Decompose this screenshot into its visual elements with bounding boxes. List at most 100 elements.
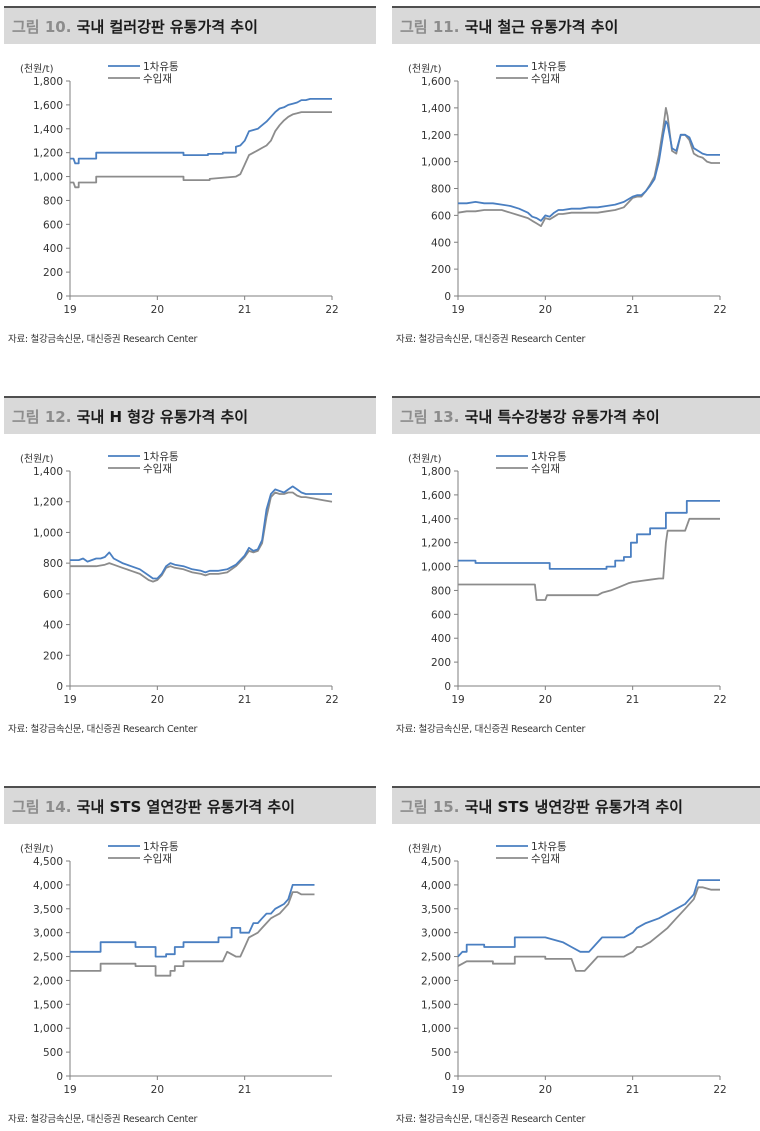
series-line-primary [458, 500, 720, 570]
x-tick-label: 20 [539, 694, 552, 706]
y-tick-label: 0 [56, 681, 63, 693]
x-tick-label: 21 [626, 694, 639, 706]
figure-label: 그림 10. [12, 18, 72, 36]
line-chart: (천원/t) 0 200 400 600 800 1,000 1,200 1,400 1,600 1… [408, 451, 727, 706]
y-tick-label: 1,000 [33, 172, 63, 184]
x-tick-label: 21 [626, 1084, 639, 1096]
x-tick-label: 19 [451, 1084, 464, 1096]
y-axis-label: (천원/t) [408, 843, 442, 855]
x-tick-label: 22 [713, 1084, 726, 1096]
figure-title: 그림 15. 국내 STS 냉연강판 유통가격 추이 [400, 796, 683, 817]
line-chart: (천원/t) 0 500 1,000 1,500 2,000 2,500 3,000 3,500… [20, 841, 332, 1096]
x-tick-label: 22 [325, 694, 338, 706]
legend-label: 수입재 [143, 462, 172, 475]
y-tick-label: 600 [431, 609, 451, 621]
y-tick-label: 600 [43, 219, 63, 231]
y-tick-label: 800 [431, 585, 451, 597]
y-tick-label: 3,500 [33, 904, 63, 916]
legend-label: 1차유통 [531, 841, 567, 853]
y-tick-label: 1,600 [421, 490, 451, 502]
x-tick-label: 19 [63, 1084, 76, 1096]
figure-title: 그림 14. 국내 STS 열연강판 유통가격 추이 [12, 796, 295, 817]
line-chart: (천원/t) 0 200 400 600 800 1,000 1,200 1,400 1,600 1… [408, 61, 727, 316]
legend-label: 1차유통 [531, 451, 567, 463]
source-note: 자료: 철강금속신문, 대신증권 Research Center [8, 724, 198, 735]
figure-title-text: 국내 H 형강 유통가격 추이 [76, 408, 249, 426]
y-tick-label: 800 [431, 184, 451, 196]
y-tick-label: 400 [431, 633, 451, 645]
x-tick-label: 20 [151, 304, 164, 316]
y-tick-label: 0 [56, 1071, 63, 1083]
x-tick-label: 20 [539, 304, 552, 316]
figure-title-bar: 그림 14. 국내 STS 열연강판 유통가격 추이 [4, 786, 376, 824]
legend-label: 1차유통 [143, 61, 179, 73]
series-line-primary [70, 884, 315, 958]
figure-title-text: 국내 철근 유통가격 추이 [464, 18, 619, 36]
y-axis-label: (천원/t) [20, 63, 54, 75]
y-tick-label: 1,200 [421, 130, 451, 142]
figure-label: 그림 13. [400, 408, 460, 426]
legend-label: 수입재 [143, 72, 172, 85]
y-tick-label: 2,000 [33, 975, 63, 987]
figure-title: 그림 12. 국내 H 형강 유통가격 추이 [12, 406, 248, 427]
y-tick-label: 400 [43, 243, 63, 255]
figure-label: 그림 15. [400, 798, 460, 816]
series-line-imported [457, 886, 720, 972]
legend-label: 1차유통 [143, 451, 179, 463]
x-tick-label: 20 [151, 1084, 164, 1096]
y-tick-label: 4,000 [33, 880, 63, 892]
y-tick-label: 500 [431, 1047, 451, 1059]
x-tick-label: 19 [451, 304, 464, 316]
y-tick-label: 1,000 [33, 1023, 63, 1035]
figure-title-text: 국내 컬러강판 유통가격 추이 [76, 18, 258, 36]
y-tick-label: 0 [444, 1071, 451, 1083]
figure-title-bar: 그림 10. 국내 컬러강판 유통가격 추이 [4, 6, 376, 44]
y-tick-label: 400 [43, 620, 63, 632]
x-tick-label: 21 [238, 1084, 251, 1096]
x-tick-label: 22 [325, 304, 338, 316]
x-tick-label: 19 [63, 694, 76, 706]
figure-title-bar: 그림 13. 국내 특수강봉강 유통가격 추이 [392, 396, 760, 434]
y-tick-label: 1,200 [421, 538, 451, 550]
y-tick-label: 4,500 [33, 856, 63, 868]
y-tick-label: 1,200 [33, 148, 63, 160]
figure-title-bar: 그림 11. 국내 철근 유통가격 추이 [392, 6, 760, 44]
y-tick-label: 2,500 [33, 952, 63, 964]
y-axis-label: (천원/t) [408, 453, 442, 465]
source-note: 자료: 철강금속신문, 대신증권 Research Center [8, 334, 198, 345]
y-axis-label: (천원/t) [408, 63, 442, 75]
y-tick-label: 200 [431, 657, 451, 669]
y-tick-label: 1,400 [33, 466, 63, 478]
y-tick-label: 4,000 [421, 880, 451, 892]
figure-panel: 그림 12. 국내 H 형강 유통가격 추이 (천원/t) 0 200 400 600 8… [4, 396, 376, 741]
x-tick-label: 19 [63, 304, 76, 316]
y-tick-label: 0 [444, 291, 451, 303]
figure-title: 그림 11. 국내 철근 유통가격 추이 [400, 16, 618, 37]
x-tick-label: 22 [713, 304, 726, 316]
y-tick-label: 600 [43, 589, 63, 601]
line-chart: (천원/t) 0 200 400 600 800 1,000 1,200 1,400 19 20 21… [20, 451, 339, 706]
figure-title-text: 국내 STS 냉연강판 유통가격 추이 [464, 798, 683, 816]
figure-title-bar: 그림 12. 국내 H 형강 유통가격 추이 [4, 396, 376, 434]
y-tick-label: 200 [43, 650, 63, 662]
y-tick-label: 1,400 [33, 124, 63, 136]
y-tick-label: 1,000 [421, 1023, 451, 1035]
y-tick-label: 1,000 [421, 562, 451, 574]
figure-title-bar: 그림 15. 국내 STS 냉연강판 유통가격 추이 [392, 786, 760, 824]
y-tick-label: 1,500 [421, 999, 451, 1011]
series-line-imported [458, 517, 720, 601]
figure-title-text: 국내 특수강봉강 유통가격 추이 [464, 408, 660, 426]
y-tick-label: 500 [43, 1047, 63, 1059]
series-line-primary [70, 98, 332, 165]
y-tick-label: 1,200 [33, 497, 63, 509]
figure-panel: 그림 10. 국내 컬러강판 유통가격 추이 (천원/t) 0 200 400 600 8… [4, 6, 376, 351]
figure-title: 그림 10. 국내 컬러강판 유통가격 추이 [12, 16, 258, 37]
y-tick-label: 0 [444, 681, 451, 693]
legend-label: 수입재 [531, 852, 560, 865]
y-tick-label: 400 [431, 237, 451, 249]
x-tick-label: 20 [539, 1084, 552, 1096]
y-tick-label: 1,800 [421, 466, 451, 478]
series-line-primary [70, 485, 332, 580]
y-tick-label: 3,000 [421, 928, 451, 940]
legend-label: 1차유통 [143, 841, 179, 853]
